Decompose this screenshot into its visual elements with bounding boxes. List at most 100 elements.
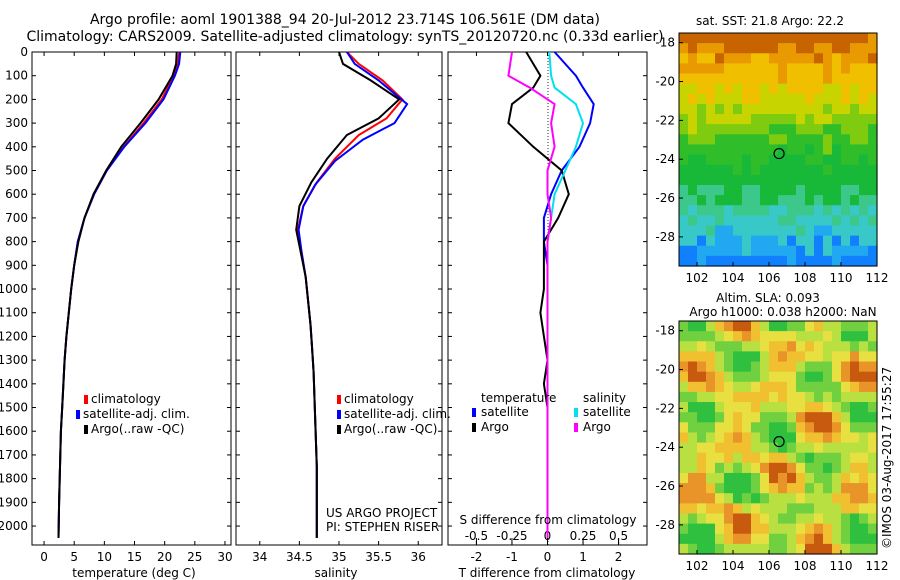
heatmap-cell bbox=[769, 371, 779, 383]
heatmap-cell bbox=[787, 483, 797, 494]
heatmap-cell bbox=[688, 134, 698, 146]
heatmap-cell bbox=[724, 351, 734, 363]
heatmap-cell bbox=[796, 523, 806, 535]
heatmap-cell bbox=[832, 215, 842, 227]
heatmap-cell bbox=[859, 53, 869, 64]
heatmap-cell bbox=[733, 154, 743, 166]
heatmap-cell bbox=[787, 533, 797, 545]
heatmap-cell bbox=[679, 225, 689, 237]
heatmap-cell bbox=[715, 33, 725, 44]
heatmap-cell bbox=[814, 255, 824, 267]
heatmap-cell bbox=[706, 432, 716, 444]
heatmap-cell bbox=[778, 533, 788, 545]
heatmap-cell bbox=[841, 432, 851, 444]
heatmap-cell bbox=[868, 174, 878, 186]
heatmap-cell bbox=[751, 351, 761, 363]
heatmap-cell bbox=[850, 134, 860, 146]
heatmap-cell bbox=[715, 543, 725, 555]
heatmap-cell bbox=[724, 184, 734, 196]
heatmap-cell bbox=[697, 341, 707, 352]
heatmap-cell bbox=[706, 483, 716, 494]
heatmap-cell bbox=[742, 432, 752, 444]
heatmap-cell bbox=[832, 442, 842, 454]
heatmap-cell bbox=[850, 215, 860, 227]
heatmap-cell bbox=[697, 154, 707, 166]
heatmap-cell bbox=[688, 493, 698, 504]
heatmap-cell bbox=[751, 255, 761, 267]
heatmap-cell bbox=[733, 361, 743, 373]
heatmap-cell bbox=[742, 452, 752, 464]
heatmap-cell bbox=[742, 391, 752, 403]
y-tick-label: -22 bbox=[655, 401, 675, 415]
heatmap-cell bbox=[868, 235, 878, 247]
heatmap-cell bbox=[679, 184, 689, 196]
heatmap-cell bbox=[742, 63, 752, 75]
heatmap-cell bbox=[868, 341, 878, 352]
heatmap-cell bbox=[859, 63, 869, 75]
heatmap-cell bbox=[850, 543, 860, 555]
heatmap-cell bbox=[769, 543, 779, 555]
heatmap-cell bbox=[733, 381, 743, 393]
heatmap-cell bbox=[859, 321, 869, 332]
heatmap-cell bbox=[679, 381, 689, 393]
heatmap-cell bbox=[796, 513, 806, 525]
heatmap-cell bbox=[697, 472, 707, 484]
heatmap-cell bbox=[769, 462, 779, 474]
heatmap-cell bbox=[814, 33, 824, 44]
heatmap-cell bbox=[733, 371, 743, 383]
x-tick-label: 34 bbox=[252, 550, 267, 564]
heatmap-cell bbox=[724, 114, 734, 125]
heatmap-cell bbox=[760, 215, 770, 227]
heatmap-cell bbox=[832, 134, 842, 146]
heatmap-cell bbox=[742, 381, 752, 393]
pi-annotation: PI: STEPHEN RISER bbox=[326, 520, 439, 534]
heatmap-cell bbox=[859, 543, 869, 555]
heatmap-cell bbox=[742, 523, 752, 535]
heatmap-cell bbox=[697, 134, 707, 146]
heatmap-cell bbox=[841, 543, 851, 555]
heatmap-cell bbox=[832, 154, 842, 166]
heatmap-cell bbox=[733, 402, 743, 413]
heatmap-cell bbox=[679, 493, 689, 504]
heatmap-cell bbox=[859, 361, 869, 373]
heatmap-cell bbox=[733, 255, 743, 267]
difference-legend: temperature salinity satellite Argo sate… bbox=[472, 391, 631, 434]
argo-location-marker bbox=[773, 435, 785, 448]
heatmap-cell bbox=[742, 331, 752, 342]
heatmap-cell bbox=[787, 144, 797, 156]
heatmap-cell bbox=[760, 73, 770, 85]
heatmap-cell bbox=[814, 174, 824, 186]
heatmap-cell bbox=[850, 63, 860, 75]
heatmap-cell bbox=[760, 543, 770, 555]
heatmap-cell bbox=[778, 472, 788, 484]
heatmap-cell bbox=[787, 371, 797, 383]
heatmap-cell bbox=[742, 195, 752, 206]
x-tick-label: 102 bbox=[686, 271, 709, 285]
heatmap-cell bbox=[796, 442, 806, 454]
heatmap-cell bbox=[742, 371, 752, 383]
heatmap-cell bbox=[814, 381, 824, 393]
heatmap-cell bbox=[769, 235, 779, 247]
heatmap-cell bbox=[823, 321, 833, 332]
x-tick-label: 110 bbox=[830, 271, 853, 285]
heatmap-cell bbox=[868, 361, 878, 373]
x-tick-label: 35.5 bbox=[365, 550, 392, 564]
heatmap-cell bbox=[814, 533, 824, 545]
heatmap-cell bbox=[787, 402, 797, 413]
heatmap-cell bbox=[751, 205, 761, 216]
heatmap-cell bbox=[751, 391, 761, 403]
heatmap-cell bbox=[832, 43, 842, 54]
heatmap-cell bbox=[805, 432, 815, 444]
heatmap-cell bbox=[679, 391, 689, 403]
heatmap-cell bbox=[778, 174, 788, 186]
heatmap-cell bbox=[832, 255, 842, 267]
heatmap-cell bbox=[841, 391, 851, 403]
heatmap-cell bbox=[742, 164, 752, 176]
heatmap-cell bbox=[850, 235, 860, 247]
heatmap-cell bbox=[805, 493, 815, 504]
heatmap-cell bbox=[868, 321, 878, 332]
heatmap-cell bbox=[832, 351, 842, 363]
y-tick-label: -18 bbox=[655, 324, 675, 338]
difference-series-line bbox=[507, 51, 556, 538]
heatmap-cell bbox=[796, 472, 806, 484]
